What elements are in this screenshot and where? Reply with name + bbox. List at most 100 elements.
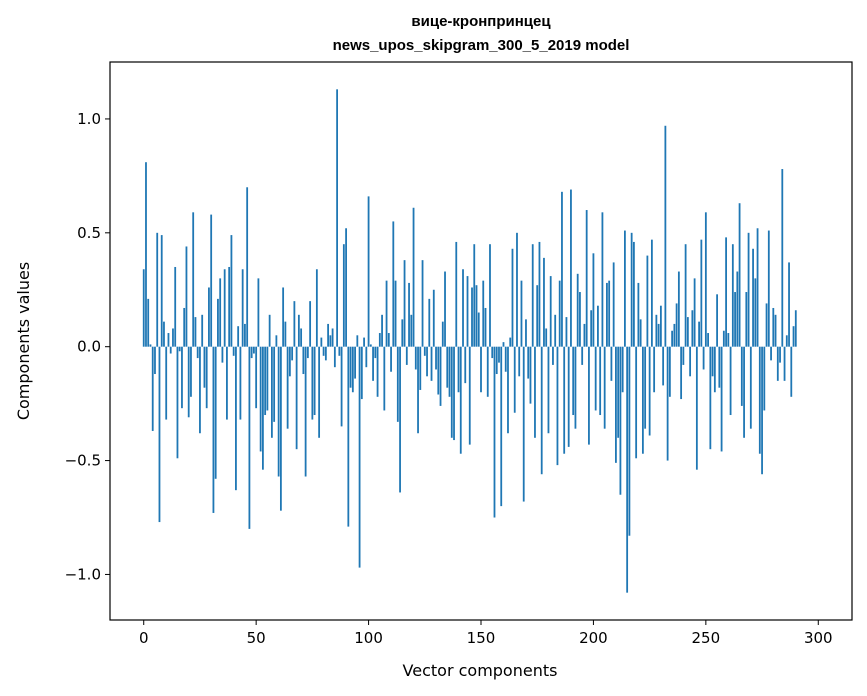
x-tick-label: 300: [804, 629, 833, 647]
bar: [482, 280, 485, 347]
bar: [637, 282, 640, 347]
bar: [360, 346, 363, 400]
bar: [156, 232, 159, 347]
bar: [722, 330, 725, 347]
bar: [347, 346, 350, 527]
bar: [673, 323, 676, 347]
bar: [282, 287, 285, 347]
bar: [594, 346, 597, 411]
bar: [169, 346, 172, 354]
bar: [284, 321, 287, 347]
bar: [145, 162, 147, 347]
bar: [262, 346, 264, 470]
bar: [509, 337, 512, 347]
bar: [459, 346, 462, 454]
bar: [217, 298, 219, 347]
bar: [520, 280, 523, 347]
bar: [266, 346, 269, 411]
bar: [729, 346, 732, 416]
bar: [612, 262, 615, 347]
bar: [149, 344, 152, 347]
bar: [779, 346, 781, 363]
x-axis-label: Vector components: [403, 661, 558, 680]
bar: [160, 235, 163, 347]
bar: [704, 212, 707, 347]
bar: [700, 239, 703, 347]
bar: [221, 346, 224, 363]
bar: [300, 328, 303, 347]
bar: [693, 278, 696, 347]
bar: [239, 346, 242, 420]
bar: [608, 280, 611, 347]
bar: [226, 346, 228, 420]
bar: [190, 346, 192, 397]
bar: [590, 310, 593, 347]
bar: [761, 346, 763, 475]
bar: [167, 333, 170, 347]
bar: [444, 271, 446, 347]
bar: [639, 319, 642, 347]
bar: [698, 321, 700, 347]
bar: [367, 196, 370, 347]
bar: [513, 346, 516, 413]
bar: [666, 346, 669, 461]
bar: [615, 346, 617, 463]
bar: [601, 212, 604, 347]
bar: [646, 255, 649, 347]
bar: [599, 346, 602, 416]
bar: [329, 335, 332, 347]
bar: [543, 257, 545, 347]
bar: [785, 335, 788, 347]
bar: [318, 346, 321, 438]
bar: [208, 287, 210, 347]
bar: [468, 346, 471, 445]
bar: [183, 307, 186, 347]
bar: [237, 326, 240, 347]
bar: [405, 346, 408, 365]
bar: [432, 289, 435, 347]
bar: [450, 346, 453, 438]
bar: [232, 346, 235, 356]
bar: [558, 280, 561, 347]
bar: [187, 346, 190, 418]
bar: [495, 346, 498, 375]
bar: [309, 301, 312, 347]
bar: [504, 346, 507, 372]
bar: [408, 282, 410, 347]
y-tick-label: −1.0: [65, 565, 101, 583]
bar: [776, 346, 779, 381]
bar: [498, 346, 500, 363]
bar: [576, 273, 579, 347]
bar: [633, 241, 635, 347]
bar: [644, 346, 647, 429]
bar: [417, 346, 419, 434]
bar: [747, 232, 750, 347]
bar: [554, 314, 557, 347]
bar: [691, 310, 694, 347]
bar: [621, 346, 624, 393]
x-tick-label: 0: [139, 629, 149, 647]
bar: [734, 292, 736, 347]
bar: [421, 260, 424, 347]
bar: [756, 228, 759, 347]
plot-frame: [109, 61, 853, 621]
y-axis-label: Components values: [14, 262, 33, 420]
bar: [774, 314, 777, 347]
bar: [531, 244, 534, 347]
bars-group: [142, 89, 797, 593]
bar: [675, 303, 678, 347]
y-tick-label: 1.0: [77, 110, 101, 128]
bar: [453, 346, 455, 441]
bar: [158, 346, 161, 523]
bar: [480, 346, 482, 393]
bar: [527, 346, 530, 379]
bar: [288, 346, 291, 377]
bar: [597, 305, 599, 347]
bar: [349, 346, 352, 388]
bar: [792, 326, 795, 347]
bar: [624, 230, 626, 347]
bar: [399, 346, 401, 493]
bar: [749, 346, 752, 429]
bar: [387, 333, 390, 347]
bar: [772, 307, 775, 347]
